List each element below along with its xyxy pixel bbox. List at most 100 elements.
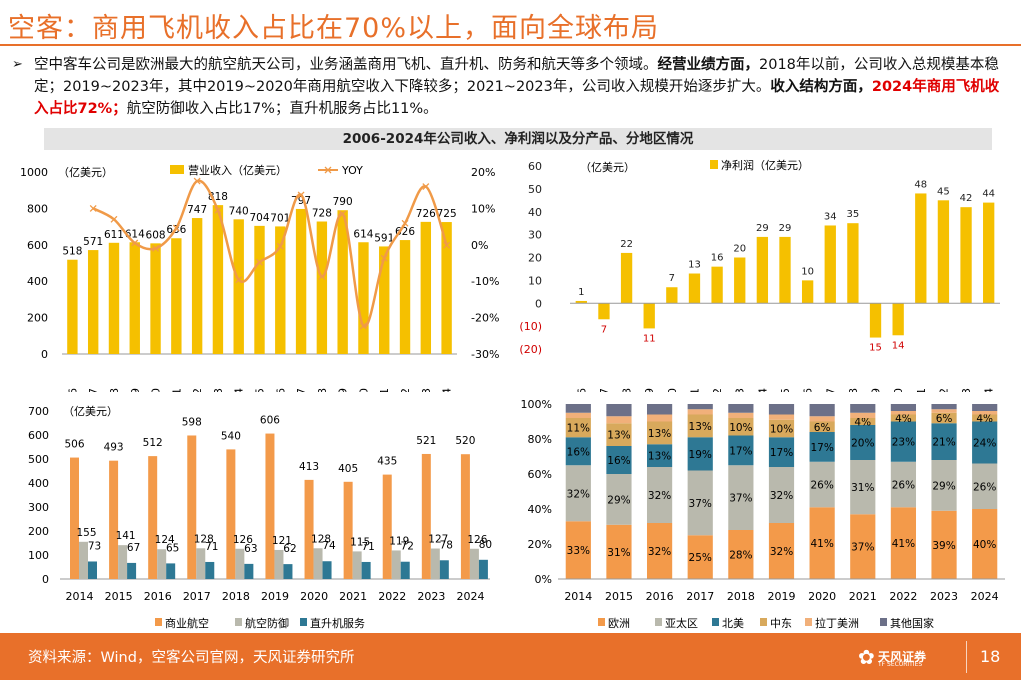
np-bar-label: 44 — [982, 189, 995, 200]
reg-bar-segment — [728, 418, 754, 436]
reg-bar-segment — [646, 467, 673, 523]
yoy-point — [152, 244, 160, 252]
prod-y-tick: 400 — [28, 477, 49, 490]
rev-bar-label: 747 — [187, 204, 207, 216]
reg-segment-label: 11% — [567, 423, 590, 435]
reg-segment-label: 10% — [770, 424, 793, 436]
reg-segment-label: 32% — [770, 546, 793, 558]
rev-x-tick: 2017 — [295, 388, 308, 392]
np-bar — [688, 273, 701, 304]
footer-divider — [966, 641, 967, 673]
revenue-chart: 0 200 400 600 800 1000 -30% -20% -10% 0% 10% 20% （亿美… — [20, 163, 499, 392]
prod-x-tick: 2015 — [105, 590, 133, 603]
np-bar — [960, 207, 972, 304]
prod-y-tick: 100 — [28, 549, 49, 562]
reg-segment-label: 28% — [729, 550, 752, 562]
reg-bar-segment — [890, 414, 917, 422]
intro-text-2: 2018年以前，公司收入总规模基本稳定；2019~2023年，其中2019~20… — [34, 57, 999, 95]
prod-bar-label: 606 — [260, 415, 280, 427]
prod-bar — [157, 549, 167, 579]
np-bar — [734, 257, 746, 304]
intro-text-3: 航空防御收入占比17%；直升机服务占比11%。 — [126, 101, 438, 117]
rev-x-tick: 2008 — [108, 388, 121, 392]
rev-bar-label: 611 — [104, 229, 124, 241]
rev-bar-label: 518 — [62, 246, 82, 258]
prod-bar — [109, 460, 119, 579]
np-bar — [824, 225, 836, 304]
prod-bar — [439, 560, 449, 579]
prod-bar-label: 72 — [401, 541, 414, 553]
prod-bar — [70, 457, 79, 579]
np-bar-label: 14 — [892, 340, 905, 351]
rev-bar — [358, 242, 369, 354]
prod-legend-label: 航空防御 — [245, 616, 289, 630]
yoy-point — [276, 242, 284, 250]
np-x-tick: 2009 — [643, 388, 656, 392]
np-x-tick: 2011 — [688, 388, 701, 392]
reg-bar-segment — [768, 414, 795, 420]
prod-bar-label: 512 — [143, 437, 163, 449]
reg-segment-label: 40% — [973, 539, 996, 551]
prod-bar-label: 155 — [76, 527, 96, 539]
rev-x-tick: 2015 — [254, 388, 267, 392]
reg-segment-label: 31% — [607, 547, 630, 559]
np-bar-label: 48 — [914, 179, 927, 190]
reg-bar-segment — [606, 423, 632, 446]
prod-x-tick: 2023 — [417, 590, 445, 603]
prod-legend-swatch — [235, 618, 242, 626]
prod-bar — [382, 474, 392, 579]
intro-paragraph: ➢ 空中客车公司是欧洲最大的航空航天公司，业务涵盖商用飞机、直升机、防务和航天等… — [12, 54, 1002, 120]
reg-bar-segment — [972, 509, 998, 579]
bullet-arrow-icon: ➢ — [12, 57, 23, 72]
reg-x-tick: 2021 — [849, 590, 877, 603]
np-bar — [598, 303, 610, 320]
reg-segment-label: 13% — [607, 430, 630, 442]
np-y-tick: 50 — [528, 183, 542, 196]
yoy-point — [110, 215, 118, 223]
prod-bar — [343, 481, 353, 579]
logo-english: TF SECURITIES — [878, 661, 923, 668]
rev-bar-label: 591 — [374, 232, 394, 244]
reg-segment-label: 25% — [689, 552, 712, 564]
prod-bar-label: 521 — [416, 435, 436, 447]
prod-bar — [118, 545, 128, 579]
prod-bar — [88, 561, 97, 579]
rev-bar — [441, 222, 452, 354]
reg-segment-label: 13% — [648, 428, 671, 440]
prod-bar — [244, 563, 254, 579]
prod-bar-label: 63 — [244, 543, 257, 555]
np-bar-label: 29 — [779, 223, 792, 234]
prod-bar — [235, 548, 245, 579]
prod-bar — [361, 561, 371, 579]
prod-bar-label: 71 — [361, 541, 374, 553]
prod-x-tick: 2019 — [261, 590, 289, 603]
prod-y-tick: 500 — [28, 453, 49, 466]
reg-bar-segment — [687, 437, 713, 471]
prod-bar-label: 128 — [194, 533, 214, 545]
reg-bar-segment — [687, 414, 713, 438]
rev-y2-tick: -30% — [471, 348, 499, 361]
reg-bar-segment — [728, 412, 754, 418]
prod-bar-label: 127 — [428, 534, 448, 546]
reg-bar-segment — [809, 416, 835, 422]
reg-bar-segment — [565, 521, 591, 579]
reg-segment-label: 37% — [689, 498, 712, 510]
np-x-tick: 2021 — [915, 388, 928, 392]
reg-bar-segment — [687, 409, 713, 415]
reg-segment-label: 6% — [936, 413, 953, 425]
reg-bar-segment — [728, 465, 754, 530]
rev-x-tick: 2010 — [150, 388, 163, 392]
np-x-tick: 2016 — [802, 388, 815, 392]
yoy-point — [339, 210, 347, 218]
rev-bar-label: 608 — [146, 229, 166, 241]
reg-x-tick: 2022 — [889, 590, 917, 603]
reg-segment-label: 37% — [729, 493, 752, 505]
np-bar — [575, 300, 587, 304]
np-x-tick: 2020 — [892, 388, 905, 392]
np-bar — [643, 303, 655, 329]
np-bar — [847, 223, 859, 304]
np-x-tick: 2019 — [870, 388, 883, 392]
reg-segment-label: 24% — [973, 438, 996, 450]
prod-bar — [469, 548, 479, 579]
